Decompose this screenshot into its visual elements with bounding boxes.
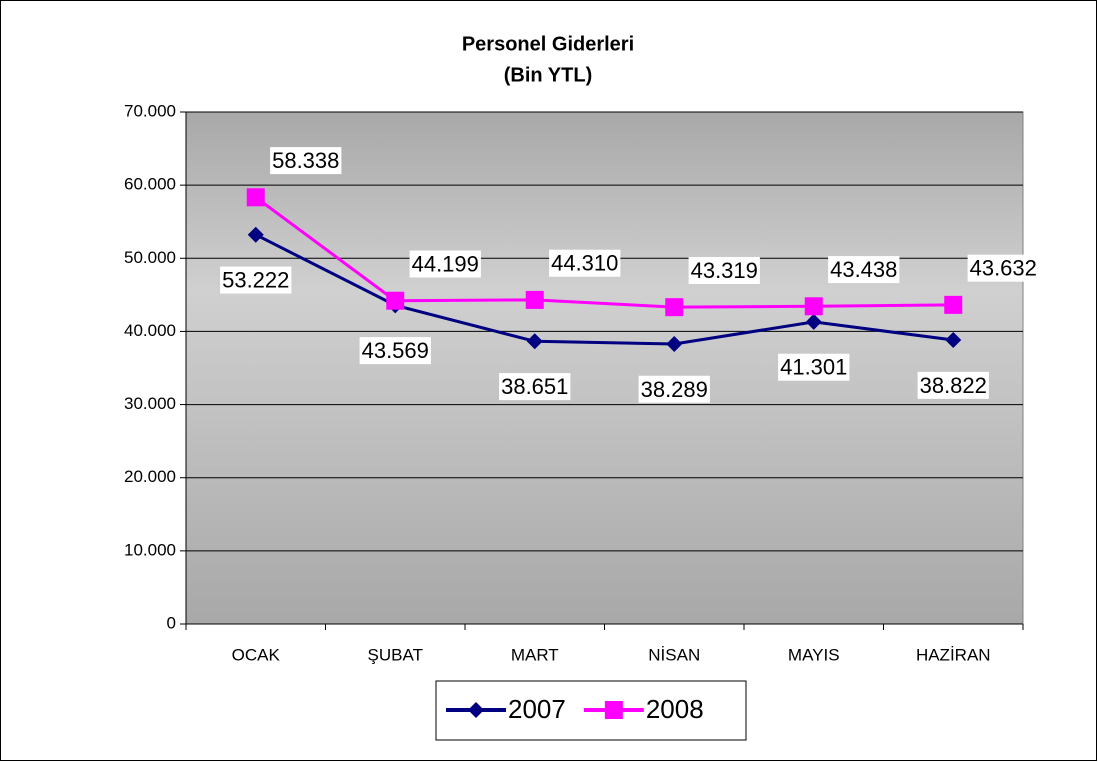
legend-label: 2007 [508, 694, 566, 724]
y-tick-label: 10.000 [124, 540, 176, 559]
y-tick-label: 20.000 [124, 467, 176, 486]
data-label: 44.199 [412, 252, 479, 277]
data-label-bg [638, 375, 710, 403]
y-tick-label: 0 [167, 613, 176, 632]
data-point [944, 295, 963, 314]
data-label-bg [549, 249, 621, 277]
data-label: 43.632 [970, 256, 1037, 281]
data-point [666, 335, 683, 352]
data-label: 38.651 [501, 374, 568, 399]
series-line [254, 196, 954, 309]
legend: 2007 2008 [435, 680, 747, 741]
data-label-bg [270, 147, 342, 175]
data-point [945, 332, 962, 349]
data-point [247, 226, 264, 243]
y-tick-label: 30.000 [124, 394, 176, 413]
y-tick-label: 70.000 [124, 101, 176, 120]
x-tick-label: MAYIS [788, 645, 840, 664]
data-label-bg [828, 256, 900, 284]
x-tick-label: HAZİRAN [916, 645, 991, 664]
x-tick-label: OCAK [232, 645, 281, 664]
legend-label: 2008 [646, 694, 704, 724]
y-tick-label: 60.000 [124, 175, 176, 194]
data-label-bg [917, 371, 989, 399]
data-label: 41.301 [780, 355, 847, 380]
data-label-bg [499, 373, 571, 401]
chart-title: Personel Giderleri [462, 33, 634, 55]
plot-area [185, 111, 1024, 625]
data-label: 58.338 [272, 148, 339, 173]
x-tick-label: ŞUBAT [368, 645, 423, 664]
data-label-bg [688, 256, 760, 284]
data-label: 43.569 [362, 338, 429, 363]
data-label: 43.319 [691, 258, 758, 283]
data-label-bg [220, 266, 292, 294]
x-tick-label: NİSAN [648, 645, 700, 664]
data-label: 38.289 [641, 377, 708, 402]
legend-marker [604, 701, 623, 719]
data-label-bg [967, 254, 1039, 282]
data-point [805, 313, 822, 330]
data-label-bg [409, 250, 481, 278]
data-point [665, 298, 684, 317]
data-point [804, 297, 823, 316]
data-label: 38.822 [920, 373, 987, 398]
data-label: 44.310 [551, 251, 618, 276]
data-point [386, 291, 405, 310]
data-label-bg [359, 337, 431, 365]
data-point [525, 290, 544, 309]
chart-subtitle: (Bin YTL) [504, 64, 593, 86]
data-label: 43.438 [830, 257, 897, 282]
x-tick-label: MART [511, 645, 559, 664]
series-line [255, 233, 954, 346]
y-tick-label: 40.000 [124, 321, 176, 340]
data-label: 53.222 [222, 268, 289, 293]
data-label-bg [778, 353, 850, 381]
data-point [526, 333, 543, 350]
y-tick-label: 50.000 [124, 248, 176, 267]
legend-marker [468, 702, 484, 718]
data-point [246, 188, 265, 207]
